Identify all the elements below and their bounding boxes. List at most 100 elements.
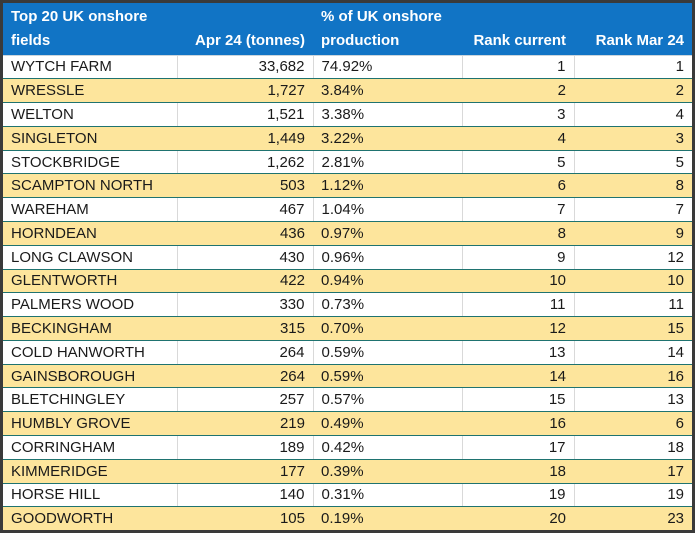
rank_current-cell: 20 bbox=[462, 506, 574, 530]
pct-cell: 3.84% bbox=[313, 78, 462, 104]
tonnes-cell: 1,727 bbox=[177, 78, 313, 104]
pct-cell: 0.73% bbox=[312, 292, 462, 318]
tonnes-cell: 1,449 bbox=[177, 126, 313, 151]
rank_current-cell: 1 bbox=[461, 55, 574, 80]
rank_current-cell: 12 bbox=[462, 316, 574, 341]
tonnes-cell: 467 bbox=[176, 197, 313, 222]
header-tonnes-line2: Apr 24 (tonnes) bbox=[194, 31, 305, 49]
tonnes-cell: 436 bbox=[177, 221, 313, 246]
header-rank-current: Rank current bbox=[462, 3, 574, 56]
rank_current-cell: 13 bbox=[461, 340, 574, 365]
rank_mar24-cell: 13 bbox=[573, 387, 692, 413]
table-row: BLETCHINGLEY 257 0.57% 15 13 bbox=[3, 387, 692, 413]
rank_mar24-cell: 4 bbox=[573, 102, 692, 127]
field-cell: SINGLETON bbox=[3, 126, 177, 151]
tonnes-cell: 422 bbox=[177, 269, 313, 294]
field-cell: KIMMERIDGE bbox=[3, 459, 177, 484]
rank_current-cell: 18 bbox=[462, 459, 574, 484]
field-cell: WAREHAM bbox=[3, 197, 177, 222]
rank_current-cell: 7 bbox=[461, 197, 574, 222]
pct-cell: 0.70% bbox=[313, 316, 462, 341]
header-rank-current-line1 bbox=[470, 5, 566, 29]
header-tonnes: Apr 24 (tonnes) bbox=[177, 3, 313, 56]
rank_current-cell: 11 bbox=[461, 292, 574, 318]
data-table: Top 20 UK onshore fields Apr 24 (tonnes)… bbox=[3, 3, 692, 530]
tonnes-cell: 105 bbox=[177, 506, 313, 530]
rank_mar24-cell: 3 bbox=[574, 126, 692, 151]
header-fields-line2: fields bbox=[11, 31, 51, 49]
table-row: WELTON 1,521 3.38% 3 4 bbox=[3, 102, 692, 127]
tonnes-cell: 503 bbox=[177, 173, 313, 199]
tonnes-cell: 257 bbox=[176, 387, 313, 413]
field-cell: STOCKBRIDGE bbox=[3, 150, 177, 175]
header-rank-current-line2: Rank current bbox=[473, 31, 566, 49]
rank_current-cell: 17 bbox=[461, 435, 574, 460]
table-row: PALMERS WOOD 330 0.73% 11 11 bbox=[3, 292, 692, 318]
tonnes-cell: 264 bbox=[177, 364, 313, 389]
field-cell: LONG CLAWSON bbox=[3, 245, 177, 270]
table-row: GLENTWORTH 422 0.94% 10 10 bbox=[3, 269, 692, 294]
rank_current-cell: 5 bbox=[461, 150, 574, 175]
table-row: HUMBLY GROVE 219 0.49% 16 6 bbox=[3, 411, 692, 436]
header-pct-production: % of UK onshore production bbox=[313, 3, 462, 56]
field-cell: HUMBLY GROVE bbox=[3, 411, 177, 436]
pct-cell: 0.19% bbox=[313, 506, 462, 530]
header-fields: Top 20 UK onshore fields bbox=[3, 3, 177, 56]
rank_mar24-cell: 8 bbox=[574, 173, 692, 199]
tonnes-cell: 430 bbox=[176, 245, 313, 270]
pct-cell: 0.57% bbox=[312, 387, 462, 413]
header-rank-mar24-line1 bbox=[582, 5, 684, 29]
header-rank-mar24-line2: Rank Mar 24 bbox=[595, 31, 684, 49]
table-row: BECKINGHAM 315 0.70% 12 15 bbox=[3, 316, 692, 341]
pct-cell: 0.39% bbox=[313, 459, 462, 484]
rank_current-cell: 10 bbox=[462, 269, 574, 294]
rank_mar24-cell: 10 bbox=[574, 269, 692, 294]
table-row: COLD HANWORTH 264 0.59% 13 14 bbox=[3, 340, 692, 365]
rank_mar24-cell: 17 bbox=[574, 459, 692, 484]
tonnes-cell: 177 bbox=[177, 459, 313, 484]
rank_current-cell: 19 bbox=[461, 483, 574, 508]
header-pct-line2: production bbox=[321, 31, 400, 49]
rank_current-cell: 14 bbox=[462, 364, 574, 389]
tonnes-cell: 264 bbox=[176, 340, 313, 365]
tonnes-cell: 1,521 bbox=[176, 102, 313, 127]
rank_mar24-cell: 23 bbox=[574, 506, 692, 530]
rank_mar24-cell: 15 bbox=[574, 316, 692, 341]
tonnes-cell: 330 bbox=[176, 292, 313, 318]
table-row: WYTCH FARM 33,682 74.92% 1 1 bbox=[3, 55, 692, 80]
table-row: SINGLETON 1,449 3.22% 4 3 bbox=[3, 126, 692, 151]
pct-cell: 0.59% bbox=[312, 340, 462, 365]
table-row: WRESSLE 1,727 3.84% 2 2 bbox=[3, 78, 692, 104]
table-row: WAREHAM 467 1.04% 7 7 bbox=[3, 197, 692, 222]
rank_mar24-cell: 6 bbox=[574, 411, 692, 436]
pct-cell: 0.96% bbox=[312, 245, 462, 270]
tonnes-cell: 315 bbox=[177, 316, 313, 341]
pct-cell: 0.59% bbox=[313, 364, 462, 389]
rank_mar24-cell: 18 bbox=[573, 435, 692, 460]
rank_mar24-cell: 9 bbox=[574, 221, 692, 246]
rank_mar24-cell: 12 bbox=[573, 245, 692, 270]
field-cell: WYTCH FARM bbox=[3, 55, 177, 80]
rank_mar24-cell: 19 bbox=[573, 483, 692, 508]
rank_current-cell: 3 bbox=[461, 102, 574, 127]
rank_current-cell: 16 bbox=[462, 411, 574, 436]
header-row: Top 20 UK onshore fields Apr 24 (tonnes)… bbox=[3, 3, 692, 56]
tonnes-cell: 219 bbox=[177, 411, 313, 436]
field-cell: BLETCHINGLEY bbox=[3, 387, 177, 413]
field-cell: COLD HANWORTH bbox=[3, 340, 177, 365]
pct-cell: 3.38% bbox=[312, 102, 462, 127]
pct-cell: 1.12% bbox=[313, 173, 462, 199]
pct-cell: 1.04% bbox=[312, 197, 462, 222]
rank_current-cell: 4 bbox=[462, 126, 574, 151]
rank_current-cell: 9 bbox=[461, 245, 574, 270]
pct-cell: 0.97% bbox=[313, 221, 462, 246]
table-row: GAINSBOROUGH 264 0.59% 14 16 bbox=[3, 364, 692, 389]
field-cell: CORRINGHAM bbox=[3, 435, 177, 460]
table-row: STOCKBRIDGE 1,262 2.81% 5 5 bbox=[3, 150, 692, 175]
field-cell: SCAMPTON NORTH bbox=[3, 173, 177, 199]
field-cell: GAINSBOROUGH bbox=[3, 364, 177, 389]
table-row: GOODWORTH 105 0.19% 20 23 bbox=[3, 506, 692, 530]
rank_mar24-cell: 16 bbox=[574, 364, 692, 389]
rank_mar24-cell: 14 bbox=[573, 340, 692, 365]
